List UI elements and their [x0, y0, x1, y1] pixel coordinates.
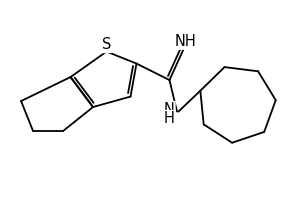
Text: S: S: [102, 37, 111, 52]
Text: H: H: [164, 111, 175, 126]
Text: NH: NH: [175, 34, 197, 49]
Text: N: N: [164, 102, 175, 117]
